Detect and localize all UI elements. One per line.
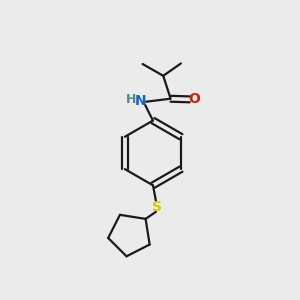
Text: S: S [152, 200, 162, 214]
Text: H: H [126, 93, 136, 106]
Text: O: O [188, 92, 200, 106]
Text: N: N [135, 94, 147, 108]
